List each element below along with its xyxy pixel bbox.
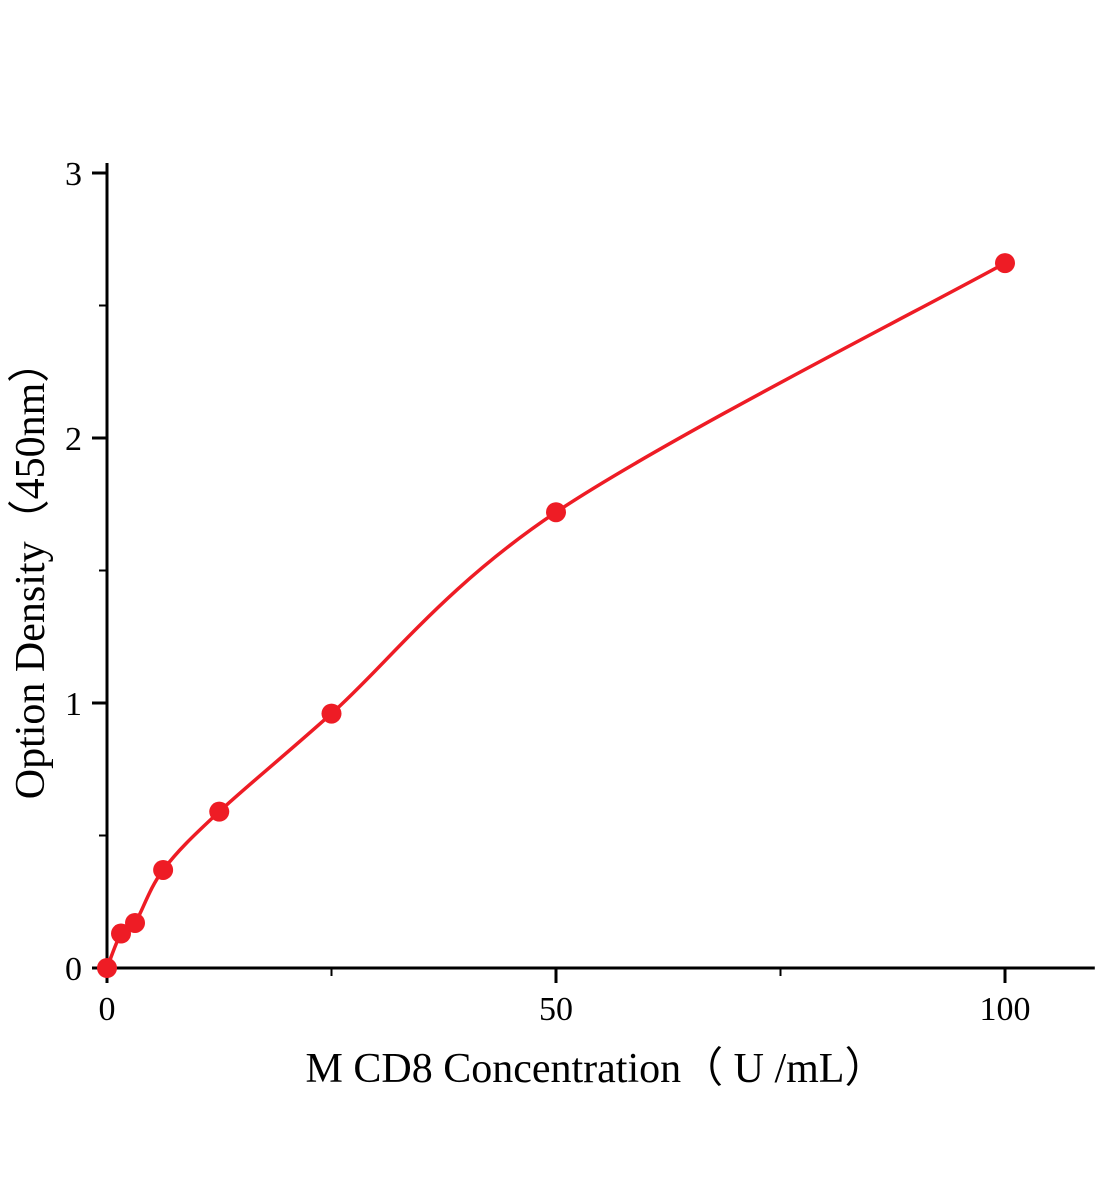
- fit-curve-line: [105, 261, 1007, 970]
- data-point: [153, 859, 174, 880]
- y-tick-label: 3: [65, 156, 82, 193]
- data-point: [546, 502, 566, 523]
- y-tick-label: 1: [65, 686, 82, 723]
- data-point: [125, 912, 146, 933]
- y-tick-label: 0: [65, 951, 82, 988]
- data-point: [995, 253, 1015, 274]
- x-tick-label: 0: [99, 991, 116, 1028]
- x-tick-label: 50: [539, 991, 573, 1028]
- data-point: [111, 923, 132, 944]
- y-tick-label: 2: [65, 421, 82, 458]
- data-point: [209, 801, 230, 822]
- data-point: [97, 958, 117, 978]
- data-point: [321, 703, 342, 724]
- y-axis-title: Option Density（450nm）: [8, 341, 54, 800]
- x-axis-title: M CD8 Concentration（ U /mL）: [306, 1046, 887, 1092]
- axes: 0 50 100 0 1 2 3: [65, 156, 1095, 1028]
- plot-area: [97, 253, 1015, 978]
- x-tick-label: 100: [980, 991, 1031, 1028]
